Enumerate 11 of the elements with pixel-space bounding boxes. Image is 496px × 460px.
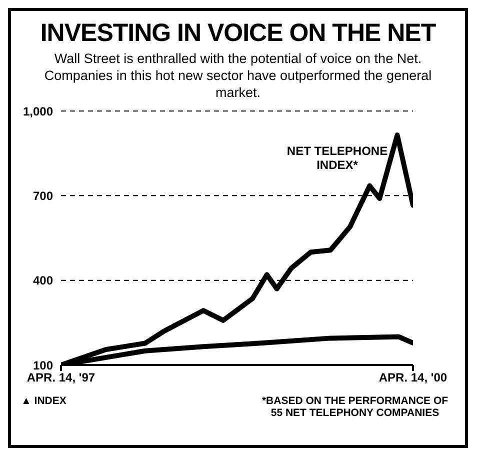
chart-title: INVESTING IN VOICE ON THE NET <box>39 19 437 48</box>
y-tick-label: 700 <box>32 188 54 203</box>
chart-subtitle: Wall Street is enthralled with the potential of voice on the Net. Companies in this hot new sector have outperformed the general market. <box>43 50 433 101</box>
series-label: NET TELEPHONE INDEX* <box>286 144 388 172</box>
x-tick-label: APR. 14, '97 <box>26 370 96 385</box>
x-tick-label: APR. 14, '00 <box>378 370 448 385</box>
y-tick-label: 400 <box>32 274 54 288</box>
y-tick-label: 100 <box>32 358 54 372</box>
text: *BASED ON THE PERFORMANCE OF 55 NET TELEPHONY COMPANIES <box>260 395 450 419</box>
y-tick-label: 1,000 <box>22 104 54 118</box>
text: ▲ INDEX <box>21 395 66 409</box>
